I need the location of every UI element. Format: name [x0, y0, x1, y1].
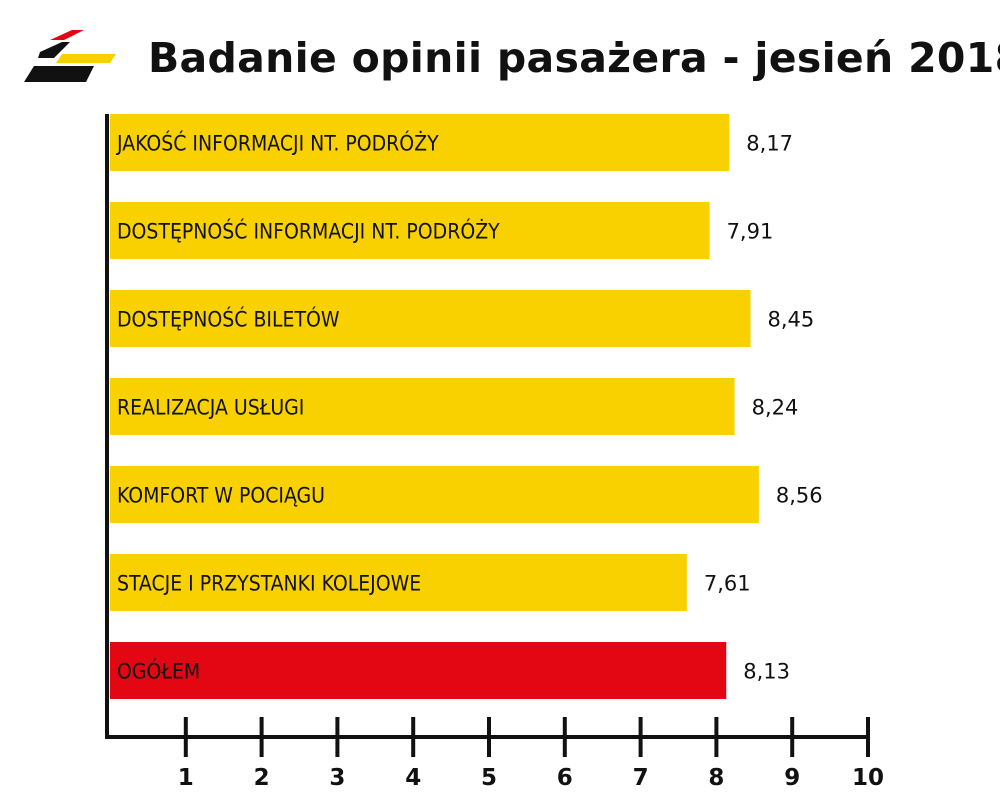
bar-value-label: 8,45 — [768, 308, 815, 332]
brand-logo-icon — [24, 30, 116, 82]
bar-value-label: 8,56 — [776, 484, 823, 508]
x-tick-label: 7 — [633, 765, 649, 791]
logo-black-stripe-top — [38, 42, 70, 58]
bar-value-label: 7,61 — [704, 572, 751, 596]
bar — [110, 466, 759, 523]
bar — [110, 378, 735, 435]
x-tick-label: 10 — [852, 765, 884, 791]
chart-title: Badanie opinii pasażera - jesień 2018 — [148, 34, 1000, 82]
bar-category-label: STACJE I PRZYSTANKI KOLEJOWE — [117, 572, 421, 596]
x-tick-label: 6 — [557, 765, 573, 791]
logo-black-stripe-bottom — [24, 66, 94, 82]
bar — [110, 202, 710, 259]
x-tick-label: 4 — [405, 765, 421, 791]
x-tick-label: 9 — [784, 765, 800, 791]
x-tick-label: 5 — [481, 765, 497, 791]
bar-total — [110, 642, 727, 699]
bar-category-label: OGÓŁEM — [117, 659, 200, 684]
bar-category-label: DOSTĘPNOŚĆ INFORMACJI NT. PODRÓŻY — [117, 219, 500, 244]
x-tick-label: 3 — [329, 765, 345, 791]
bar-value-label: 8,17 — [746, 132, 793, 156]
bar — [110, 114, 730, 171]
logo-red-stripe — [50, 30, 84, 40]
x-tick-label: 8 — [708, 765, 724, 791]
bar-value-label: 8,13 — [743, 660, 790, 684]
bar — [110, 554, 687, 611]
bar-category-label: DOSTĘPNOŚĆ BILETÓW — [117, 307, 340, 332]
bar-category-label: JAKOŚĆ INFORMACJI NT. PODRÓŻY — [116, 131, 439, 156]
bar-category-label: KOMFORT W POCIĄGU — [117, 484, 325, 508]
bar-value-label: 8,24 — [752, 396, 799, 420]
bar-value-label: 7,91 — [727, 220, 774, 244]
bar-category-label: REALIZACJA USŁUGI — [117, 396, 304, 420]
logo-yellow-stripe — [56, 54, 116, 63]
x-tick-label: 1 — [178, 765, 194, 791]
bar — [110, 290, 751, 347]
x-tick-label: 2 — [254, 765, 270, 791]
